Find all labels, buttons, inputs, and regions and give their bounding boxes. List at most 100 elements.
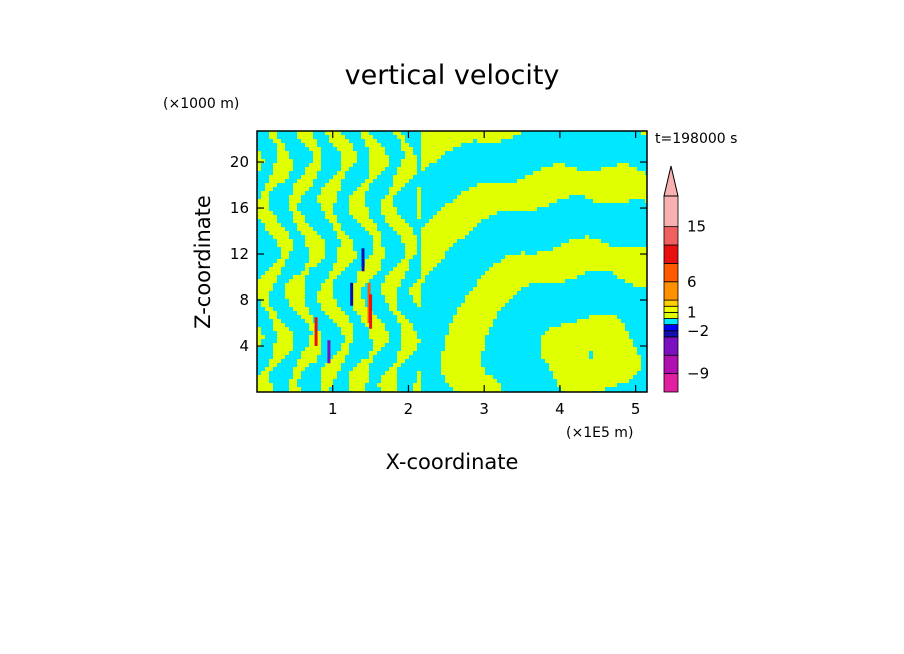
field-cell xyxy=(425,227,429,231)
field-cell xyxy=(285,163,289,167)
field-cell xyxy=(609,187,613,191)
field-cell xyxy=(469,223,473,227)
field-cell xyxy=(445,147,449,151)
field-cell xyxy=(493,135,497,139)
field-cell xyxy=(461,211,465,215)
field-cell xyxy=(309,359,313,363)
field-cell xyxy=(593,343,597,347)
field-cell xyxy=(353,191,357,195)
field-cell xyxy=(477,183,481,187)
field-cell xyxy=(409,171,413,175)
field-cell xyxy=(493,187,497,191)
field-cell xyxy=(377,335,381,339)
field-cell xyxy=(561,271,565,275)
field-cell xyxy=(481,295,485,299)
field-cell xyxy=(337,251,341,255)
field-cell xyxy=(361,375,365,379)
field-cell xyxy=(417,303,421,307)
field-cell xyxy=(369,135,373,139)
field-cell xyxy=(317,195,321,199)
field-cell xyxy=(445,207,449,211)
field-cell xyxy=(589,339,593,343)
field-cell xyxy=(269,219,273,223)
field-cell xyxy=(305,267,309,271)
field-cell xyxy=(301,219,305,223)
field-cell xyxy=(573,387,577,391)
field-cell xyxy=(609,251,613,255)
field-cell xyxy=(429,135,433,139)
field-cell xyxy=(357,287,361,291)
field-cell xyxy=(473,323,477,327)
field-cell xyxy=(333,175,337,179)
field-cell xyxy=(629,363,633,367)
field-cell xyxy=(645,263,647,267)
field-cell xyxy=(285,339,289,343)
field-cell xyxy=(401,267,405,271)
field-cell xyxy=(289,239,293,243)
field-cell xyxy=(589,315,593,319)
field-cell xyxy=(289,379,293,383)
field-cell xyxy=(277,259,281,263)
field-cell xyxy=(609,359,613,363)
field-cell xyxy=(457,363,461,367)
field-cell xyxy=(309,335,313,339)
field-cell xyxy=(257,151,261,155)
field-cell xyxy=(341,331,345,335)
field-cell xyxy=(577,175,581,179)
field-cell xyxy=(429,259,433,263)
field-cell xyxy=(269,131,273,135)
field-cell xyxy=(529,203,533,207)
field-cell xyxy=(353,207,357,211)
field-cell xyxy=(473,371,477,375)
field-cell xyxy=(325,303,329,307)
field-cell xyxy=(469,387,473,391)
field-cell xyxy=(345,235,349,239)
field-cell xyxy=(589,175,593,179)
field-cell xyxy=(369,359,373,363)
field-cell xyxy=(525,199,529,203)
field-cell xyxy=(625,271,629,275)
field-cell xyxy=(345,143,349,147)
field-cell xyxy=(397,135,401,139)
field-cell xyxy=(529,199,533,203)
field-cell xyxy=(573,175,577,179)
field-cell xyxy=(469,371,473,375)
field-cell xyxy=(409,235,413,239)
field-cell xyxy=(597,355,601,359)
field-cell xyxy=(529,255,533,259)
field-cell xyxy=(333,195,337,199)
field-cell xyxy=(389,307,393,311)
field-cell xyxy=(589,371,593,375)
field-cell xyxy=(541,187,545,191)
field-cell xyxy=(521,187,525,191)
field-cell xyxy=(313,247,317,251)
field-cell xyxy=(569,259,573,263)
field-cell xyxy=(329,363,333,367)
field-cell xyxy=(345,331,349,335)
field-cell xyxy=(321,199,325,203)
field-cell xyxy=(489,187,493,191)
field-cell xyxy=(561,387,565,391)
field-cell xyxy=(333,315,337,319)
field-cell xyxy=(565,255,569,259)
field-cell xyxy=(321,387,325,391)
field-cell xyxy=(285,283,289,287)
field-cell xyxy=(573,271,577,275)
field-cell xyxy=(617,191,621,195)
field-cell xyxy=(633,359,637,363)
field-cell xyxy=(305,315,309,319)
field-cell xyxy=(417,383,421,387)
field-cell xyxy=(633,247,637,251)
field-cell xyxy=(433,263,437,267)
field-cell xyxy=(365,319,369,323)
field-cell xyxy=(561,171,565,175)
field-cell xyxy=(613,359,617,363)
field-cell xyxy=(465,379,469,383)
field-cell xyxy=(269,135,273,139)
field-cell xyxy=(293,379,297,383)
field-cell xyxy=(481,135,485,139)
field-cell xyxy=(565,355,569,359)
field-cell xyxy=(497,183,501,187)
field-cell xyxy=(473,299,477,303)
field-cell xyxy=(533,267,537,271)
